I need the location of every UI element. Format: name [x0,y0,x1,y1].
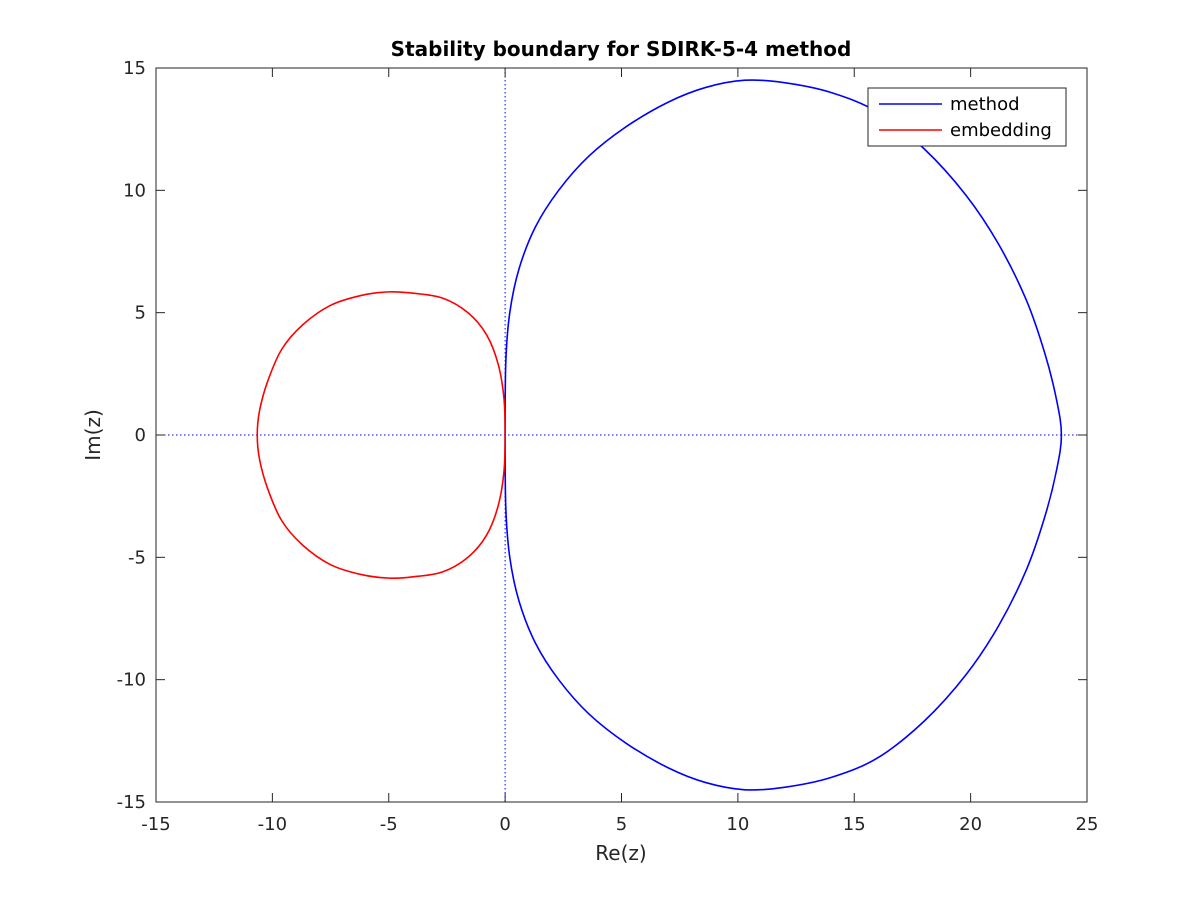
y-tick-label: 5 [135,303,146,324]
x-tick-label: 15 [843,814,866,835]
reference-lines [156,68,1087,802]
y-tick-label: -15 [117,792,146,813]
legend-box [867,87,1067,147]
y-axis-ticks: -15 -10 -5 0 5 10 15 [117,58,1087,813]
x-tick-label: -5 [380,814,398,835]
x-tick-label: 25 [1076,814,1099,835]
x-axis-ticks: -15 -10 -5 0 5 10 15 20 25 [141,68,1098,835]
x-tick-label: 5 [616,814,627,835]
series-line-embedding [256,290,506,580]
x-tick-label: 10 [726,814,749,835]
y-axis-label: Im(z) [81,409,105,460]
y-tick-label: 0 [135,425,146,446]
y-tick-label: -10 [117,670,146,691]
series-line-method [504,79,1063,791]
x-tick-label: -15 [141,814,170,835]
x-tick-label: -10 [258,814,287,835]
legend: method embedding [867,87,1067,147]
x-axis-label: Re(z) [595,841,646,865]
x-tick-label: 20 [959,814,982,835]
y-tick-label: -5 [128,547,146,568]
x-tick-label: 0 [499,814,510,835]
y-tick-label: 10 [123,180,146,201]
y-tick-label: 15 [123,58,146,79]
legend-label-embedding: embedding [950,120,1052,141]
series-layer [256,79,1063,791]
chart-title: Stability boundary for SDIRK-5-4 method [391,37,852,61]
legend-label-method: method [950,94,1020,115]
